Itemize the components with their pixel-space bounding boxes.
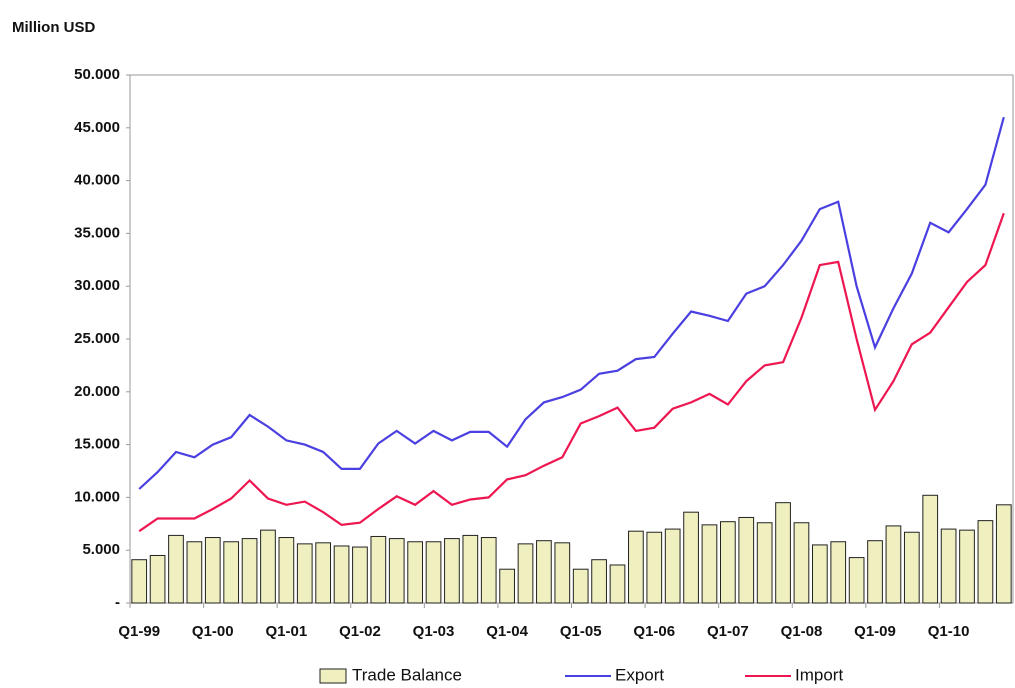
bar (591, 559, 607, 604)
bar (517, 543, 534, 604)
bar (977, 520, 994, 604)
x-tick-label: Q1-05 (560, 623, 602, 640)
y-tick-label: 50.000 (74, 66, 120, 83)
bar (554, 542, 571, 604)
bar (352, 546, 368, 604)
bar (149, 554, 166, 604)
bar (940, 528, 957, 604)
bar (241, 538, 258, 604)
bar (444, 538, 460, 604)
x-tick-label: Q1-08 (781, 623, 823, 640)
legend-swatch (319, 668, 347, 684)
bar (756, 522, 773, 604)
x-tick-label: Q1-06 (633, 623, 675, 640)
bar (738, 516, 755, 604)
y-tick-label: 35.000 (74, 224, 120, 241)
bar (186, 541, 203, 604)
x-tick-label: Q1-00 (192, 623, 234, 640)
bar (609, 564, 626, 604)
x-tick-label: Q1-99 (118, 623, 160, 640)
bar (296, 543, 313, 604)
bar (793, 522, 810, 604)
bar (407, 541, 423, 604)
bar (701, 524, 718, 604)
y-tick-label: - (115, 594, 120, 611)
bar (425, 541, 442, 604)
bar (278, 537, 295, 604)
legend-label: Export (615, 665, 664, 684)
bar (848, 557, 865, 604)
y-tick-label: 15.000 (74, 436, 120, 453)
bar (536, 540, 552, 604)
bar (370, 535, 387, 604)
x-tick-label: Q1-07 (707, 623, 749, 640)
bar (333, 545, 350, 604)
bar (499, 568, 515, 604)
bar (811, 544, 828, 604)
bar (462, 534, 479, 604)
y-tick-label: 5.000 (82, 541, 120, 558)
bar (388, 538, 405, 604)
y-axis-label: Million USD (12, 19, 95, 36)
bar (131, 559, 148, 604)
bar (775, 502, 791, 604)
bar (664, 528, 681, 604)
plot-frame (129, 74, 1014, 604)
bar (830, 541, 847, 604)
bar (867, 540, 883, 604)
y-tick-label: 30.000 (74, 277, 120, 294)
legend-label: Trade Balance (352, 665, 462, 684)
bar (720, 521, 736, 604)
bar (204, 537, 221, 604)
bar (885, 525, 902, 604)
line (138, 212, 1005, 533)
bar (646, 531, 663, 604)
x-tick-label: Q1-03 (413, 623, 455, 640)
bar (959, 529, 975, 604)
bar (628, 530, 644, 604)
x-tick-label: Q1-10 (928, 623, 970, 640)
bar (480, 537, 497, 604)
bar (995, 504, 1012, 604)
bar (683, 511, 699, 604)
bar (315, 542, 332, 604)
x-tick-label: Q1-01 (266, 623, 308, 640)
legend-label: Import (795, 665, 843, 684)
bar (903, 531, 920, 604)
bar (922, 494, 939, 604)
x-tick-label: Q1-04 (486, 623, 528, 640)
bar (223, 541, 240, 604)
bar (168, 534, 184, 604)
y-tick-label: 40.000 (74, 172, 120, 189)
y-tick-label: 25.000 (74, 330, 120, 347)
x-tick-label: Q1-09 (854, 623, 896, 640)
y-tick-label: 10.000 (74, 488, 120, 505)
x-tick-label: Q1-02 (339, 623, 381, 640)
y-tick-label: 20.000 (74, 383, 120, 400)
bar (260, 529, 276, 604)
line (138, 116, 1005, 490)
bar (572, 568, 589, 604)
y-tick-label: 45.000 (74, 119, 120, 136)
